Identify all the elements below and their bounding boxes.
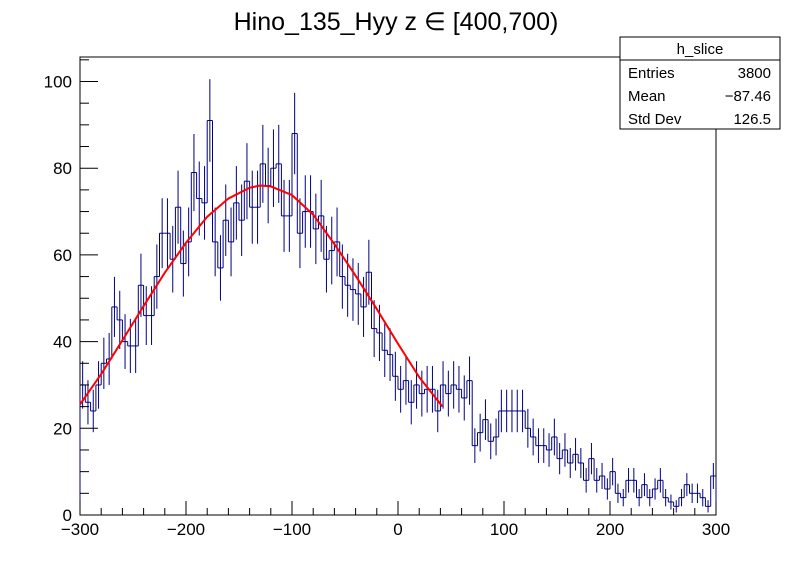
stats-stddev-value: 126.5: [733, 111, 771, 128]
x-tick-label: 0: [393, 520, 402, 539]
fit-curve: [79, 184, 444, 408]
x-tick-label: −200: [167, 520, 205, 539]
stats-box-name: h_slice: [677, 41, 724, 58]
stats-stddev-label: Std Dev: [628, 111, 682, 128]
y-tick-label: 60: [53, 246, 72, 265]
stats-entries-value: 3800: [738, 65, 771, 82]
axis-layer: −300 −200 −100 0 100 200 300 0 20 40 60 80 100: [44, 59, 730, 539]
stats-mean-value: −87.46: [725, 88, 771, 105]
y-tick-label: 40: [53, 333, 72, 352]
x-tick-label: −300: [61, 520, 99, 539]
stats-box: h_slice Entries 3800 Mean −87.46 Std Dev…: [619, 36, 781, 130]
histogram-layer: [79, 79, 717, 515]
y-tick-label: 80: [53, 159, 72, 178]
stats-entries-label: Entries: [628, 65, 675, 82]
x-tick-label: 200: [596, 520, 624, 539]
stats-mean-label: Mean: [628, 88, 666, 105]
y-tick-label: 0: [63, 506, 72, 525]
y-tick-label: 100: [44, 73, 72, 92]
fit-layer: [79, 184, 444, 408]
y-tick-label: 20: [53, 419, 72, 438]
chart-title: Hino_135_Hyy z ∈ [400,700): [234, 8, 559, 36]
x-tick-label: −100: [273, 520, 311, 539]
x-tick-label: 100: [490, 520, 518, 539]
x-tick-label: 300: [702, 520, 730, 539]
stats-box-frame: [619, 36, 781, 130]
